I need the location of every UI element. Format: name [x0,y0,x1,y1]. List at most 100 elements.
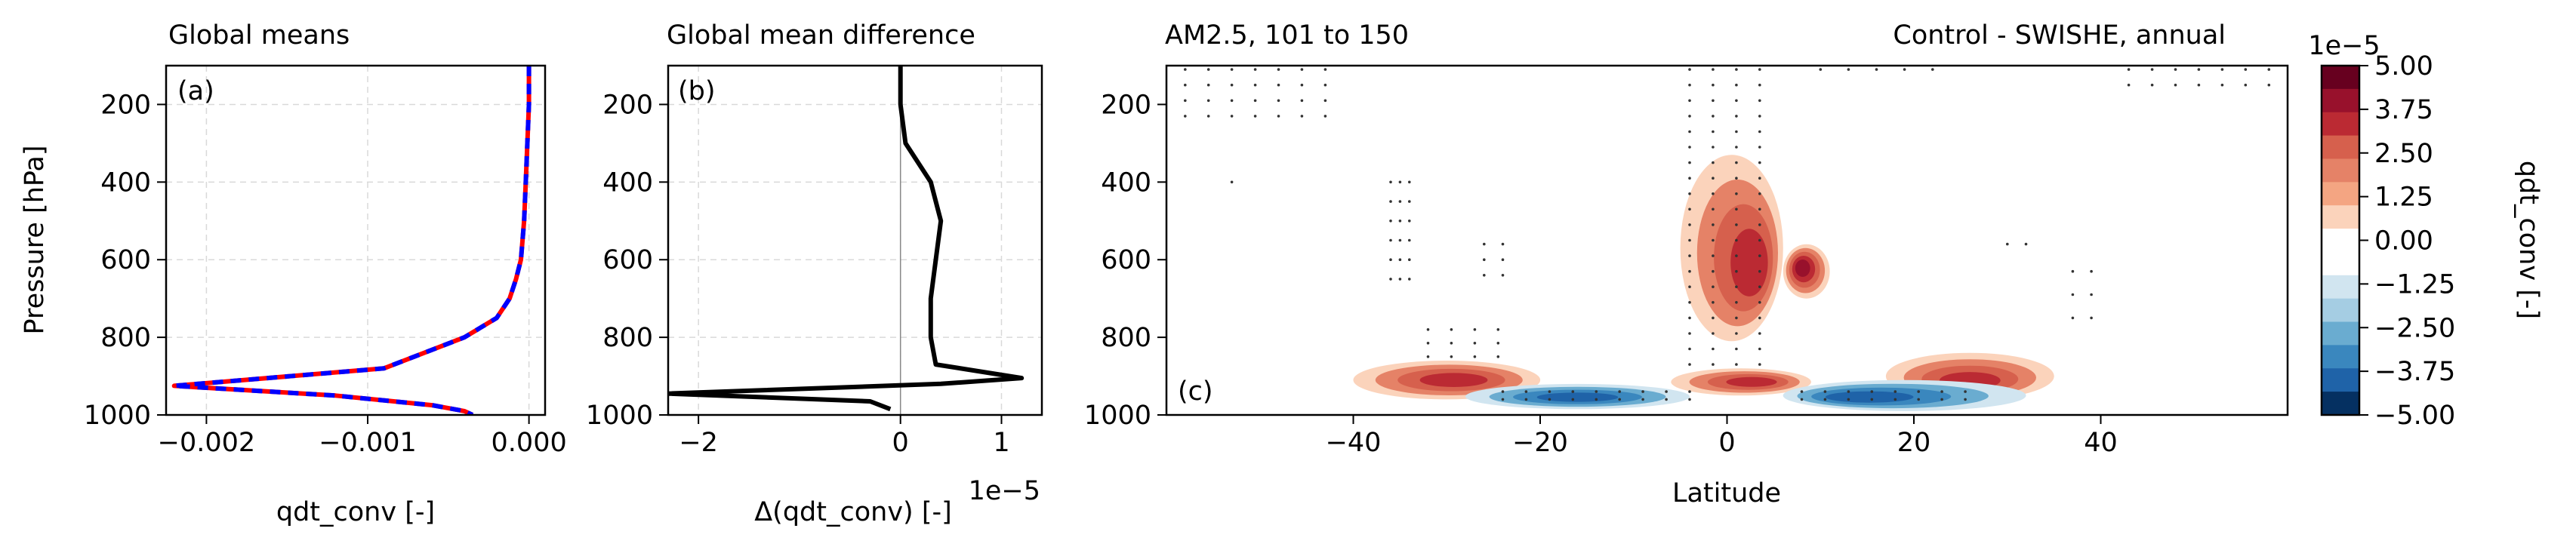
stipple-dot [2127,83,2131,87]
stipple-dot [1426,342,1430,345]
stipple-dot [1398,200,1402,203]
stipple-dot [1688,390,1691,393]
panel-b-title: Global mean difference [667,20,975,51]
stipple-dot [1735,207,1738,211]
colorbar-swatch [2322,345,2359,369]
stipple-dot [1870,398,1874,401]
stipple-dot [1524,398,1528,401]
stipple-dot [1496,355,1500,358]
stipple-dot [1758,146,1761,149]
stipple-dot [2174,68,2177,71]
stipple-dot [1688,254,1691,257]
colorbar-tick-label: −2.50 [2374,313,2455,343]
stipple-dot [1184,83,1187,87]
stipple-dot [1277,99,1280,103]
x-tick-label: −0.002 [158,428,256,458]
y-tick-label: 800 [602,323,653,353]
x-tick-label: −20 [1512,428,1568,458]
stipple-dot [2024,242,2028,246]
stipple-dot [1758,269,1761,273]
stipple-dot [1665,390,1668,393]
stipple-dot [1903,68,1906,71]
y-tick-label: 1000 [84,401,151,431]
stipple-dot [1426,328,1430,331]
stipple-dot [1688,316,1691,320]
x-tick-label: −40 [1326,428,1382,458]
panel-c-label: (c) [1178,376,1213,407]
stipple-dot [1483,242,1486,246]
colorbar-swatch [2322,66,2359,90]
stipple-dot [1712,99,1715,103]
y-tick-label: 600 [1101,245,1151,275]
panel-a-xlabel: qdt_conv [-] [276,497,435,527]
colorbar-swatch [2322,392,2359,416]
stipple-dot [1688,285,1691,289]
stipple-dot [1735,223,1738,226]
stipple-dot [2127,68,2131,71]
stipple-dot [1847,390,1850,393]
stipple-dot [1758,130,1761,134]
stipple-dot [1688,223,1691,226]
stipple-dot [1524,390,1528,393]
contour-positive-2-level-4 [1730,229,1768,296]
panel-b-label: (b) [678,76,716,106]
stipple-dot [1501,390,1505,393]
stipple-dot [1595,398,1598,401]
contour-negative-7-level-4 [1825,391,1914,403]
stipple-dot [1940,398,1943,401]
stipple-dot [1184,68,1187,71]
colorbar-swatch [2322,135,2359,160]
stipple-dot [1688,115,1691,118]
stipple-dot [1712,146,1715,149]
colorbar-offset-text: 1e−5 [2308,31,2380,61]
panel-a-title: Global means [168,20,350,51]
stipple-dot [1389,238,1392,242]
stipple-dot [1230,115,1234,118]
stipple-dot [1735,115,1738,118]
stipple-dot [1735,254,1738,257]
stipple-dot [1758,192,1761,195]
stipple-dot [1688,269,1691,273]
stipple-dot [1473,342,1477,345]
panel-a-global-means: −0.002 −0.001 0.000 200 400 600 800 1000 Global… [20,20,567,527]
panel-c-stippling [1184,68,2271,401]
stipple-dot [1389,220,1392,223]
stipple-dot [1758,99,1761,103]
contour-positive-5-level-5 [1795,260,1810,277]
stipple-dot [1398,238,1402,242]
panel-c-contours [1353,155,2054,411]
y-tick-label: 400 [100,167,151,198]
y-tick-label: 1000 [586,401,653,431]
stipple-dot [1735,285,1738,289]
stipple-dot [1758,68,1761,71]
colorbar-swatch [2322,158,2359,183]
stipple-dot [1618,390,1621,393]
stipple-dot [1735,68,1738,71]
stipple-dot [1548,390,1551,393]
stipple-dot [1712,238,1715,242]
stipple-dot [1323,83,1327,87]
contour-positive-1-level-4 [1419,373,1488,387]
y-tick-label: 600 [100,245,151,275]
stipple-dot [1712,316,1715,320]
stipple-dot [2267,68,2271,71]
stipple-dot [1735,316,1738,320]
stipple-dot [1323,115,1327,118]
stipple-dot [1893,390,1897,393]
stipple-dot [1426,355,1430,358]
y-tick-label: 800 [100,323,151,353]
stipple-dot [1323,99,1327,103]
stipple-dot [1735,269,1738,273]
stipple-dot [1501,274,1505,277]
stipple-dot [1758,223,1761,226]
colorbar-swatches [2322,66,2359,416]
stipple-dot [1758,332,1761,335]
stipple-dot [1483,258,1486,262]
stipple-dot [1389,258,1392,262]
stipple-dot [2150,68,2154,71]
x-tick-label: 0 [1718,428,1735,458]
stipple-dot [1688,332,1691,335]
colorbar-ticks: 5.00 3.75 2.50 1.25 0.00 −1.25 −2.50 −3.75 −5.00 [2359,51,2455,431]
stipple-dot [1408,238,1411,242]
stipple-dot [1712,254,1715,257]
